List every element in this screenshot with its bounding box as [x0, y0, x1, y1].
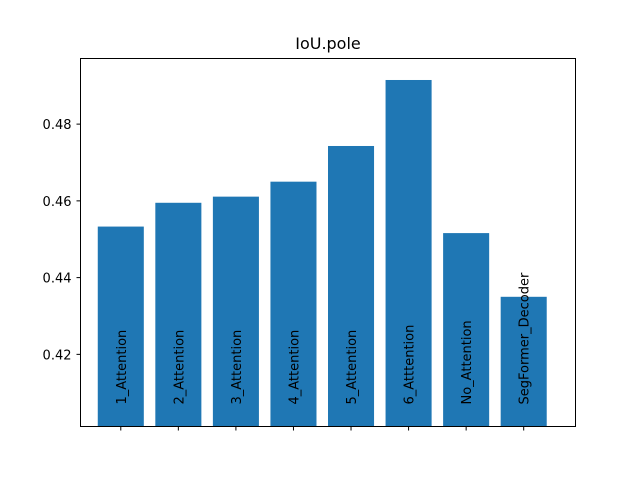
bar-label: 1_Attention	[115, 330, 130, 405]
y-tick-label: 0.48	[43, 118, 72, 133]
bar-2-attention	[155, 202, 202, 427]
y-tick-label: 0.44	[43, 272, 72, 287]
bar-4-attention	[270, 181, 317, 427]
bar-label: SegFormer_Decoder	[518, 272, 533, 404]
bar-label: 2_Attention	[172, 330, 187, 405]
bar-label: No_Attention	[460, 320, 475, 404]
plot-frame	[80, 58, 576, 427]
y-axis: 0.42 0.44 0.46 0.48	[43, 118, 81, 363]
chart-title: IoU.pole	[295, 34, 361, 53]
bar-segformer-decoder	[500, 296, 547, 427]
bar-6-atttention	[385, 79, 432, 427]
y-tick-label: 0.42	[43, 348, 72, 363]
bars-group: 1_Attention 2_Attention 3_Attention 4_Atten…	[97, 79, 547, 427]
bar-1-attention	[97, 226, 144, 427]
bar-label: 4_Attention	[287, 330, 302, 405]
bar-no-attention	[443, 233, 490, 427]
bar-3-attention	[212, 196, 259, 427]
x-axis	[120, 426, 525, 431]
bar-label: 6_Atttention	[403, 325, 418, 405]
bar-label: 3_Attention	[230, 330, 245, 405]
bar-label: 5_Attention	[345, 330, 360, 405]
y-tick-label: 0.46	[43, 195, 72, 210]
bar-5-attention	[328, 145, 375, 427]
